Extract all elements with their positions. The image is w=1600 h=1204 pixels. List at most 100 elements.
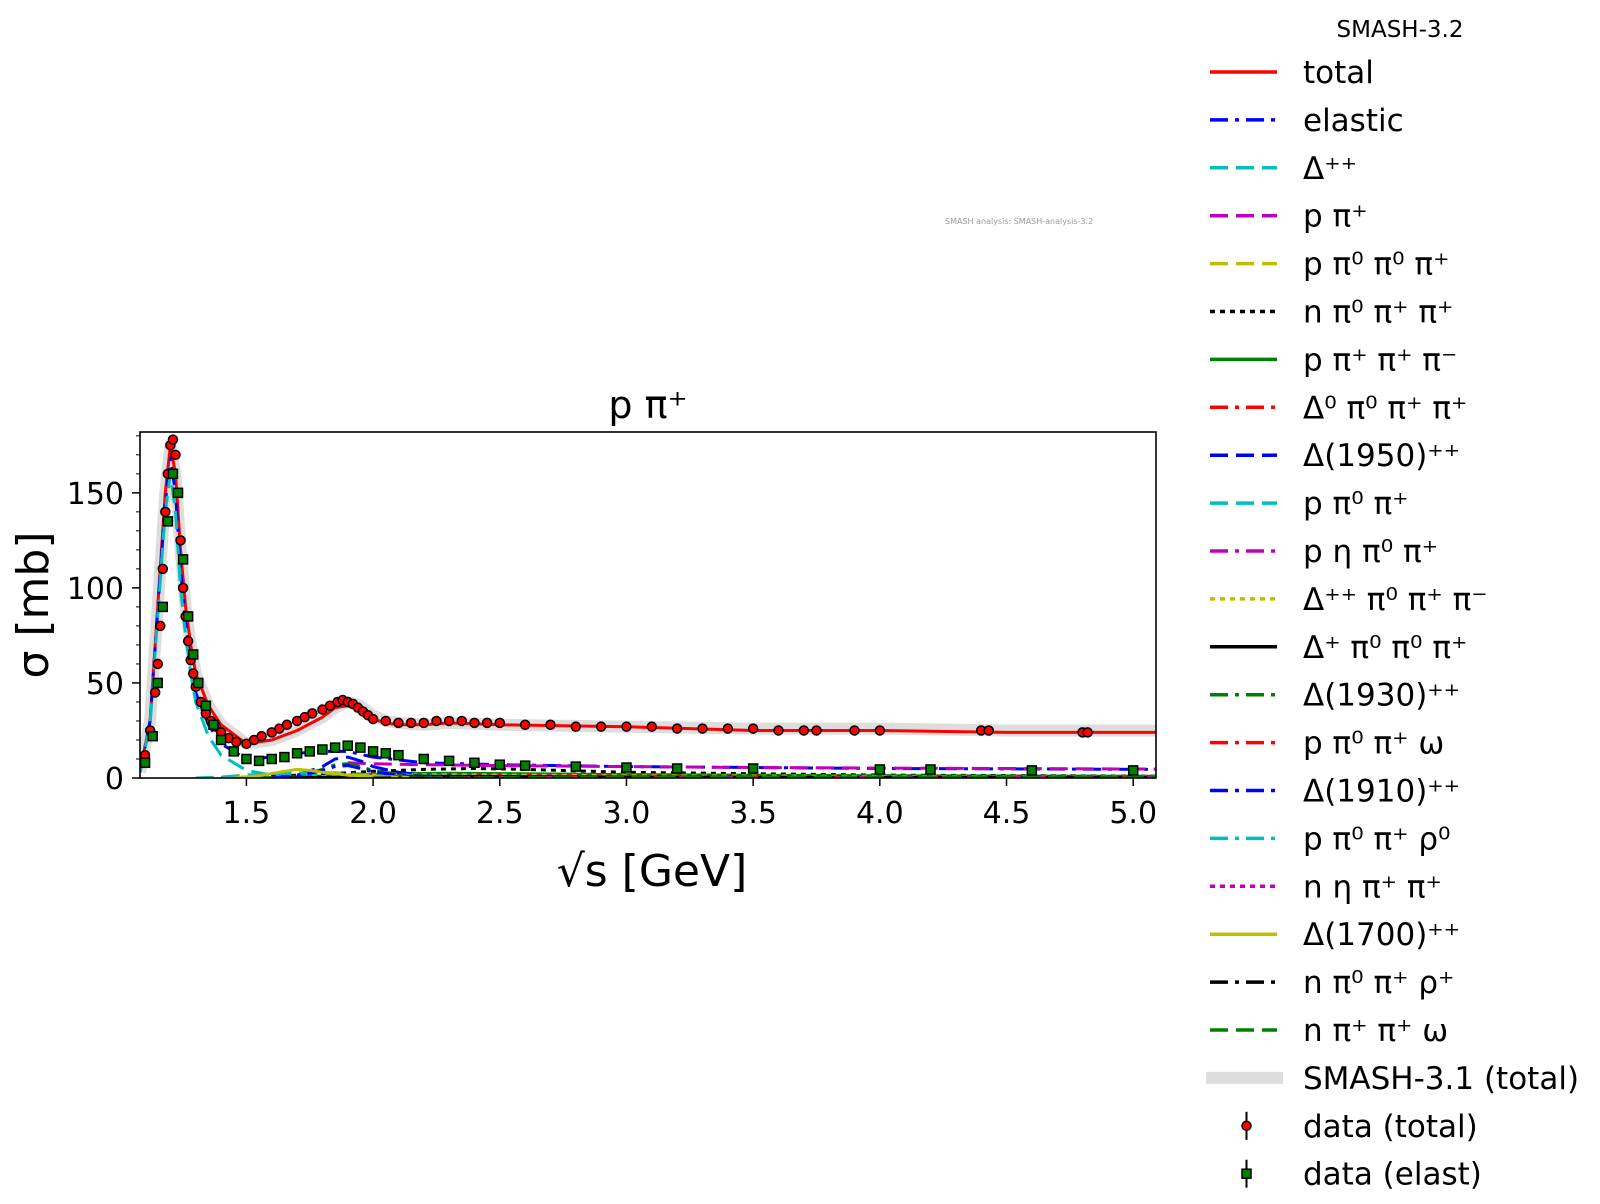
y-axis: 0 50 100 150 <box>67 435 140 797</box>
legend-label-6: p π⁺ π⁺ π⁻ <box>1303 342 1457 378</box>
data-point-0-47 <box>405 717 417 729</box>
data-point-1-36 <box>747 763 759 774</box>
x-tick-label-6: 4.5 <box>983 796 1031 831</box>
y-tick-label-0: 0 <box>105 762 124 797</box>
legend-label-14: p π⁰ π⁺ ω <box>1303 726 1444 762</box>
y-tick-label-1: 50 <box>86 667 124 702</box>
legend-label-16: p π⁰ π⁺ ρ⁰ <box>1303 821 1450 857</box>
data-point-0-51 <box>456 715 468 727</box>
data-point-0-5 <box>157 563 169 575</box>
data-point-1-11 <box>200 700 212 712</box>
data-point-0-25 <box>231 736 242 748</box>
data-point-0-71 <box>983 725 995 736</box>
data-point-1-37 <box>874 764 886 775</box>
data-point-1-34 <box>621 762 632 773</box>
legend-label-8: Δ(1950)⁺⁺ <box>1303 438 1460 474</box>
legend-label-7: Δ⁰ π⁰ π⁺ π⁺ <box>1303 390 1467 426</box>
data-point-1-24 <box>355 742 366 753</box>
data-point-1-1 <box>147 730 158 742</box>
data-point-0-34 <box>307 708 318 719</box>
data-point-1-31 <box>494 759 506 770</box>
x-tick-label-7: 5.0 <box>1109 796 1157 831</box>
data-point-0-12 <box>175 535 186 546</box>
data-point-1-23 <box>342 740 354 751</box>
series-line-2 <box>140 472 374 778</box>
data-point-0-66 <box>798 725 810 736</box>
data-point-0-50 <box>443 715 455 727</box>
data-point-0-69 <box>874 725 886 736</box>
data-point-0-68 <box>849 725 860 736</box>
data-point-0-52 <box>469 717 480 729</box>
legend-label-2: Δ⁺⁺ <box>1303 151 1357 187</box>
legend-label-0: total <box>1303 55 1374 91</box>
legend-marker-23 <box>1241 1168 1252 1179</box>
data-point-0-61 <box>671 723 683 734</box>
data-point-1-10 <box>193 677 204 689</box>
data-point-1-2 <box>152 677 163 689</box>
data-point-1-19 <box>291 748 303 759</box>
plot-area <box>140 434 1156 778</box>
x-axis: 1.5 2.0 2.5 3.0 3.5 4.0 4.5 5.0 <box>223 778 1157 831</box>
data-point-0-49 <box>431 715 442 727</box>
legend-label-18: Δ(1700)⁺⁺ <box>1303 917 1460 953</box>
data-point-1-13 <box>215 734 227 746</box>
data-point-1-18 <box>279 751 290 763</box>
data-point-0-62 <box>697 723 708 734</box>
data-point-0-55 <box>519 719 531 731</box>
data-point-0-54 <box>494 717 506 729</box>
x-tick-label-0: 1.5 <box>223 796 271 831</box>
data-point-1-0 <box>140 757 151 769</box>
data-point-1-9 <box>187 649 199 660</box>
data-point-0-56 <box>545 719 556 731</box>
legend-label-11: Δ⁺⁺ π⁰ π⁺ π⁻ <box>1303 582 1488 618</box>
legend-label-13: Δ(1930)⁺⁺ <box>1303 678 1460 714</box>
data-point-0-17 <box>187 668 199 679</box>
data-point-0-64 <box>747 723 759 734</box>
data-point-0-58 <box>595 721 607 732</box>
data-point-1-17 <box>266 753 278 765</box>
y-axis-label: σ [mb] <box>8 532 59 679</box>
legend-label-1: elastic <box>1303 103 1404 139</box>
data-point-1-8 <box>182 611 194 622</box>
data-point-0-67 <box>811 725 822 736</box>
data-point-0-44 <box>367 713 379 725</box>
data-point-1-28 <box>418 753 430 765</box>
data-point-0-9 <box>167 434 179 445</box>
data-point-0-59 <box>621 721 632 732</box>
y-tick-label-3: 150 <box>67 477 124 512</box>
data-point-1-7 <box>177 554 189 565</box>
data-point-0-45 <box>380 715 392 727</box>
data-point-1-25 <box>367 746 379 757</box>
watermark: SMASH analysis: SMASH-analysis-3.2 <box>945 217 1093 226</box>
data-point-1-35 <box>671 763 683 774</box>
data-point-1-3 <box>157 601 169 613</box>
data-point-1-32 <box>519 760 531 771</box>
data-point-0-4 <box>155 620 166 632</box>
series-line-18 <box>233 767 424 778</box>
legend-label-20: n π⁺ π⁺ ω <box>1303 1013 1448 1049</box>
data-point-0-3 <box>152 658 163 670</box>
legend-label-23: data (elast) <box>1303 1157 1482 1193</box>
data-point-1-14 <box>228 746 239 757</box>
data-point-0-63 <box>722 723 734 734</box>
legend-label-12: Δ⁺ π⁰ π⁰ π⁺ <box>1303 630 1467 666</box>
legend-marker-22 <box>1241 1120 1252 1132</box>
series-line-8 <box>271 755 526 778</box>
data-point-0-13 <box>177 582 189 594</box>
data-point-1-39 <box>1026 765 1038 776</box>
legend-label-9: p π⁰ π⁺ <box>1303 486 1409 522</box>
data-point-0-46 <box>393 717 404 729</box>
legend-label-22: data (total) <box>1303 1109 1478 1145</box>
data-point-0-73 <box>1082 727 1093 738</box>
legend-label-15: Δ(1910)⁺⁺ <box>1303 774 1460 810</box>
x-tick-label-4: 3.5 <box>729 796 777 831</box>
x-tick-label-2: 2.5 <box>476 796 524 831</box>
legend-label-3: p π⁺ <box>1303 199 1368 235</box>
data-point-1-40 <box>1127 765 1139 776</box>
x-tick-label-5: 4.0 <box>856 796 904 831</box>
data-point-1-6 <box>172 487 184 499</box>
legend: SMASH-3.2 total elastic Δ⁺⁺ p π⁺ p π⁰ π⁰ π⁺ n… <box>1206 17 1579 1193</box>
data-point-1-16 <box>253 755 265 767</box>
data-point-1-4 <box>162 516 174 527</box>
series-line-15 <box>271 764 450 778</box>
